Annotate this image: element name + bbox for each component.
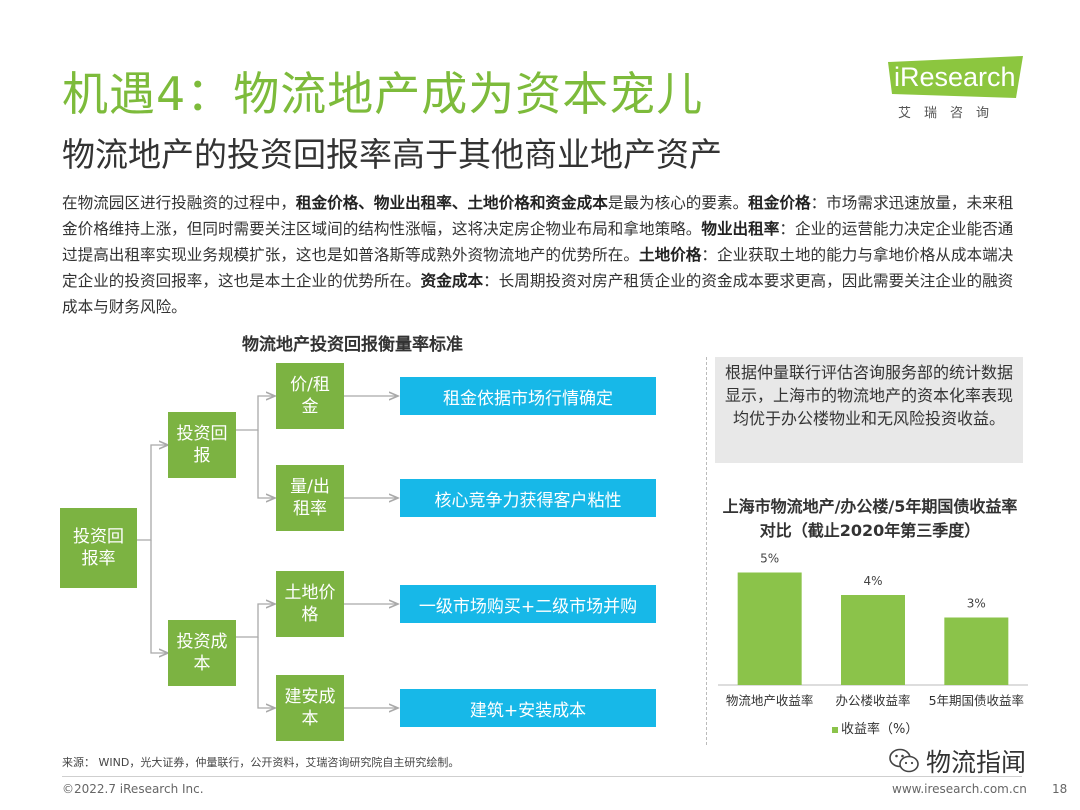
chart-title: 上海市物流地产/办公楼/5年期国债收益率对比（截止2020年第三季度）: [722, 497, 1018, 540]
chart-data-label: 5%: [760, 552, 779, 566]
chart-bar: [737, 572, 802, 685]
legend-swatch: [832, 726, 838, 733]
desc-occupancy: 核心竞争力获得客户粘性: [400, 479, 656, 517]
desc-rent: 租金依据市场行情确定: [400, 377, 656, 415]
copyright: ©2022.7 iResearch Inc.: [62, 782, 204, 796]
yield-bar-chart: 5% 物流地产收益率 4% 办公楼收益率 3% 5年期国债收益率: [718, 552, 1028, 708]
chart-data-label: 4%: [863, 574, 882, 588]
chart-bar: [944, 617, 1009, 685]
para-bold: 租金价格: [748, 194, 811, 212]
chart-category-label: 5年期国债收益率: [929, 693, 1024, 708]
para-text: ：市场需求迅速放量，未来租金价格维持上涨，但同时需要关注区域间的结构性涨幅，这将…: [62, 194, 1014, 238]
para-text: 是最为核心的要素。: [607, 194, 749, 212]
para-bold: 资金成本: [420, 272, 484, 290]
node-rent-price: 价/租金: [276, 363, 344, 429]
logo-chinese-name: 艾瑞咨询: [898, 106, 1003, 121]
diagram-connectors: [137, 0, 700, 760]
legend-label: 收益率（%）: [841, 722, 919, 737]
note-box: 根据仲量联行评估咨询服务部的统计数据显示，上海市的物流地产的资本化率表现均优于办…: [715, 357, 1023, 463]
page-title: 机遇4：物流地产成为资本宠儿: [62, 67, 704, 121]
wechat-icon: [889, 748, 919, 773]
chart-category-label: 办公楼收益率: [835, 693, 910, 708]
chart-category-label: 物流地产收益率: [726, 693, 814, 708]
intro-paragraph: 在物流园区进行投融资的过程中，租金价格、物业出租率、土地价格和资金成本是最为核心…: [62, 190, 1022, 320]
chart-data-label: 3%: [967, 597, 986, 611]
para-bold: 物业出租率: [701, 220, 780, 238]
watermark-text: 物流指闻: [926, 748, 1027, 777]
logo-research: Research: [900, 62, 1016, 92]
source-note: 来源： WIND，光大证券，仲量联行，公开资料，艾瑞咨询研究院自主研究绘制。: [62, 756, 460, 769]
para-text: 在物流园区进行投融资的过程中，: [62, 194, 296, 212]
node-occupancy: 量/出租率: [276, 465, 344, 531]
para-bold: 租金价格、物业出租率、土地价格和资金成本: [295, 194, 608, 212]
wechat-watermark: 物流指闻: [888, 741, 1026, 781]
logo-i: i: [894, 62, 900, 92]
node-investment-return: 投资回报: [168, 412, 236, 478]
iresearch-logo: iResearch 艾瑞咨询: [888, 56, 1038, 126]
logo-background: [888, 56, 1023, 98]
node-construction-cost: 建安成本: [276, 675, 344, 741]
para-text: ：企业的运营能力决定企业能否通过提高出租率实现业务规模扩张，这也是如普洛斯等成熟…: [62, 220, 1014, 264]
page-number: 18: [1052, 782, 1068, 796]
node-root-roi: 投资回报率: [60, 508, 137, 588]
desc-construction: 建筑+安装成本: [400, 689, 656, 727]
chart-legend: 收益率（%）: [832, 718, 918, 737]
desc-land: 一级市场购买+二级市场并购: [400, 585, 656, 623]
diagram-title: 物流地产投资回报衡量率标准: [242, 335, 463, 355]
website-url: www.iresearch.com.cn: [892, 782, 1027, 796]
para-text: ：企业获取土地的能力与拿地价格从成本端决定企业的投资回报率，这也是本土企业的优势…: [62, 246, 1014, 290]
node-land-price: 土地价格: [276, 571, 344, 637]
para-bold: 土地价格: [638, 246, 702, 264]
logo-wordmark: iResearch: [894, 62, 1016, 93]
para-text: ：长周期投资对房产租赁企业的资金成本要求更高，因此需要关注企业的融资成本与财务风…: [62, 272, 1014, 316]
chart-bar: [841, 595, 905, 685]
page-subtitle: 物流地产的投资回报率高于其他商业地产资产: [62, 135, 722, 174]
divider-line: [706, 357, 707, 745]
footer-divider: [62, 776, 1022, 777]
node-investment-cost: 投资成本: [168, 620, 236, 686]
